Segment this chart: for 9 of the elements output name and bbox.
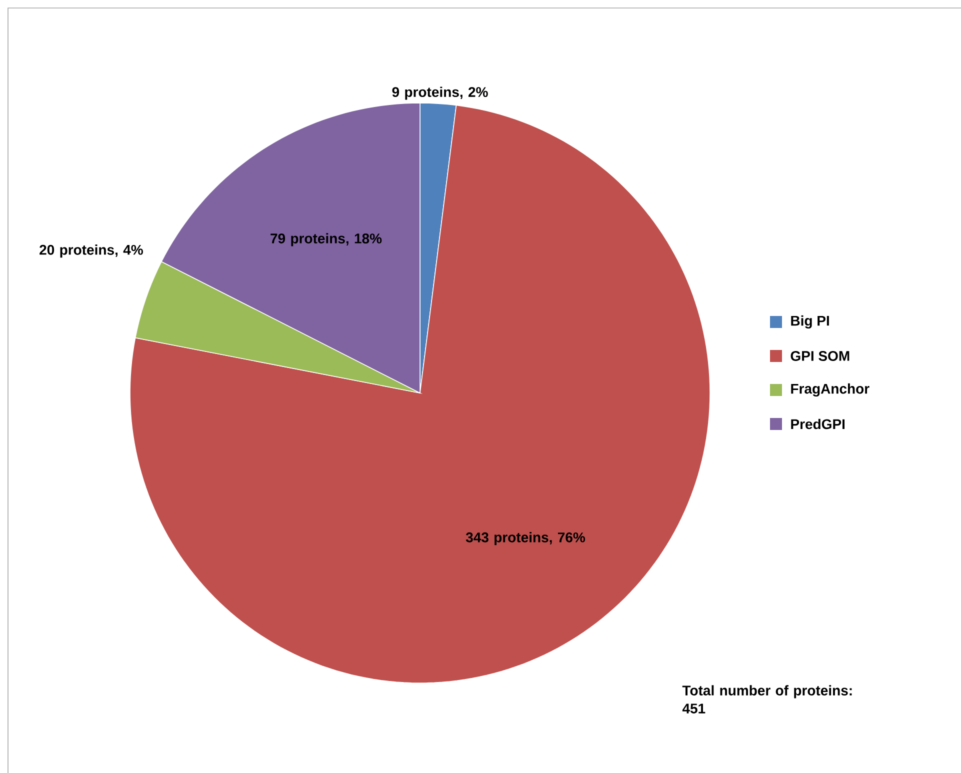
data-label: 343 proteins, 76%: [466, 532, 586, 546]
data-label: 79 proteins, 18%: [270, 233, 382, 246]
legend-label: FragAnchor: [791, 383, 870, 397]
data-label: 20 proteins, 4%: [40, 244, 143, 258]
legend-label: PredGPI: [791, 418, 845, 430]
legend-label: GPI SOM: [790, 351, 850, 361]
legend-label: Big PI: [791, 315, 829, 329]
data-label: 9 proteins, 2%: [392, 86, 488, 100]
text: Total number of proteins: 451: [682, 685, 852, 714]
